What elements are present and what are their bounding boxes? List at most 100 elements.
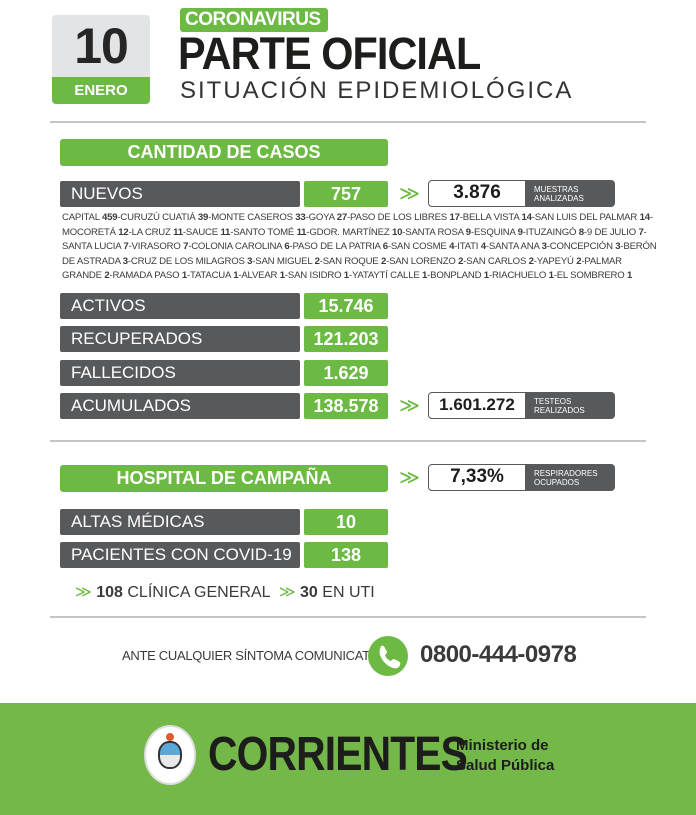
town-item: PASO DE LOS LIBRES 17 [350,212,460,223]
town-item: CURUZÚ CUATIÁ 39 [120,212,208,223]
activos-value: 15.746 [304,293,388,319]
town-name: SANTO TOMÉ [233,226,297,238]
town-name: EL SOMBRERO [556,270,627,282]
header-tag: CORONAVIRUS [180,8,328,32]
uti-label: EN UTI [322,584,375,601]
town-count: 1 [422,270,428,282]
town-item: ITATI 4 [457,241,486,252]
town-count: 1 [233,270,239,282]
town-name: MOCORETÁ [62,226,119,238]
town-item: VIRASORO 7 [132,241,189,252]
town-name: SAN LORENZO [389,255,459,267]
town-count: 3 [615,241,621,253]
divider [50,440,646,442]
town-item: SAUCE 11 [186,227,230,238]
ministry-line1: Ministerio de [456,737,549,754]
hospital-breakdown: ≫ 108 CLÍNICA GENERAL ≫ 30 EN UTI [75,583,375,603]
town-count: 1 [279,270,285,282]
town-name: ITUZAINGÓ [525,226,579,238]
clinica-label: CLÍNICA GENERAL [127,584,270,601]
town-count: 11 [220,226,231,238]
town-name: CAPITAL [62,212,102,223]
town-name: SAN COSME [390,241,450,253]
town-name: SAN ROQUE [322,255,381,267]
town-name: BERÓN DE ASTRADA [62,241,657,267]
brand-name: CORRIENTES [208,728,468,781]
town-count: 7 [183,241,189,253]
town-count: 4 [480,241,486,253]
town-item: SAN CARLOS 2 [466,255,534,267]
town-count: 3 [541,241,547,253]
chevron-icon: ≫ [399,183,420,205]
muestras-value: 3.876 [428,180,526,207]
town-item: 9 DE JULIO 7 [587,227,644,238]
acumulados-value: 138.578 [304,393,388,419]
towns-list: CAPITAL 459-CURUZÚ CUATIÁ 39-MONTE CASER… [62,212,657,282]
town-item: CAPITAL 459 [62,212,118,223]
town-item: PASO DE LA PATRIA 6 [292,241,388,253]
town-item: SANTA LUCIA 7 [62,241,129,252]
town-count: 27 [336,212,348,223]
town-count: 2 [576,255,582,267]
town-name: BELLA VISTA [462,212,522,223]
respiradores-value: 7,33% [428,464,526,491]
activos-label: ACTIVOS [60,293,300,319]
town-name: BONPLAND [430,270,484,282]
town-name: SANTA ANA [488,241,542,253]
town-item: TATACUA 1 [190,270,239,282]
town-item: ESQUINA 9 [474,227,523,238]
town-name: COLONIA CAROLINA [191,241,285,253]
town-item: EL SOMBRERO 1 [556,270,633,282]
town-item: COLONIA CAROLINA 6 [191,241,289,252]
town-count: 2 [458,255,464,267]
town-item: CRUZ DE LOS MILAGROS 3 [131,256,253,267]
town-item: SANTA ANA 3 [489,241,547,252]
town-item: GDOR. MARTÍNEZ 10 [309,227,402,238]
town-name: GDOR. MARTÍNEZ [309,226,392,238]
town-count: 2 [528,255,534,267]
divider [50,121,646,123]
town-name: SAUCE [185,226,221,238]
town-item: CONCEPCIÓN 3 [550,241,621,252]
town-name: PASO DE LOS LIBRES [350,212,450,223]
town-item: RAMADA PASO 1 [112,270,187,281]
recuperados-value: 121.203 [304,326,388,352]
town-name: RIACHUELO [491,270,549,282]
town-item: SAN ISIDRO 1 [288,270,349,281]
town-name: YAPEYÚ [536,255,577,267]
fallecidos-value: 1.629 [304,360,388,386]
phone-icon [368,636,408,676]
town-item: LA CRUZ 11 [132,227,184,238]
page-subtitle: SITUACIÓN EPIDEMIOLÓGICA [180,77,574,104]
phone-number[interactable]: 0800-444-0978 [420,641,577,668]
town-item: SANTA ROSA 9 [405,227,471,238]
town-name: PASO DE LA PATRIA [292,241,383,253]
town-item: SAN COSME 4 [390,241,455,253]
town-count: 11 [296,226,307,238]
town-name: TATACUA [190,270,234,282]
town-item: SAN MIGUEL 2 [255,256,320,267]
town-name: SAN LUIS DEL PALMAR [534,212,640,223]
town-item: MOCORETÁ 12 [62,227,129,238]
town-name: VIRASORO [131,241,184,253]
altas-label: ALTAS MÉDICAS [60,509,300,535]
town-name: ESQUINA [473,226,518,238]
town-item: SAN ROQUE 2 [322,255,387,267]
town-name: 9 DE JULIO [586,226,639,238]
town-count: 1 [627,270,633,282]
clinica-value: 108 [96,584,123,601]
town-item: YATAYTÍ CALLE 1 [352,270,427,281]
town-count: 1 [343,270,349,282]
town-item: BERÓN DE ASTRADA 3 [62,241,657,267]
footer: CORRIENTES Ministerio de Salud Pública [0,703,696,815]
testeos-value: 1.601.272 [428,392,526,419]
divider [50,616,646,618]
town-name: SANTA ROSA [405,226,466,238]
chevron-icon: ≫ [278,584,296,601]
town-item: YAPEYÚ 2 [537,256,582,267]
town-count: 6 [382,241,388,253]
province-seal-logo [144,725,196,785]
pacientes-label: PACIENTES CON COVID-19 [60,542,300,568]
town-count: 12 [118,226,129,238]
town-count: 459 [101,212,118,223]
